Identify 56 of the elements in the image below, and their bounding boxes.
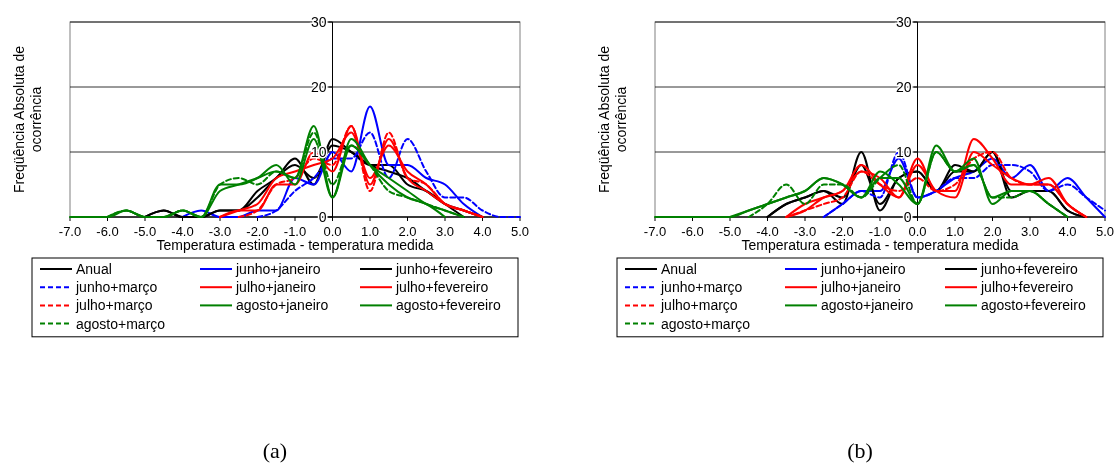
- x-tick-label: 5.0: [510, 224, 530, 239]
- text: (b): [847, 438, 873, 463]
- x-tick-label: -1.0: [283, 224, 307, 239]
- x-tick-label: -1.0: [868, 224, 892, 239]
- legend-label: junho+janeiro: [235, 260, 321, 277]
- legend-label: agosto+março: [661, 315, 751, 332]
- legend-label: junho+março: [660, 279, 743, 296]
- legend-label: julho+fevereiro: [395, 279, 489, 296]
- y-axis-title: Freqüência Absoluta de ocorrência: [11, 45, 44, 194]
- legend-label: agosto+fevereiro: [396, 297, 501, 314]
- x-tick-label: 2.0: [398, 224, 417, 239]
- x-tick-label: -7.0: [58, 224, 82, 239]
- x-tick-label: -2.0: [831, 224, 854, 239]
- y-tick-label: 10: [895, 143, 912, 160]
- x-tick-label: -3.0: [793, 224, 817, 239]
- x-tick-label: 1.0: [360, 224, 380, 239]
- x-tick-label: 0.0: [323, 224, 342, 239]
- x-tick-label: 2.0: [983, 224, 1002, 239]
- legend-label: julho+março: [75, 297, 153, 314]
- legend-label: agosto+março: [76, 315, 166, 332]
- legend-label: junho+março: [75, 279, 158, 296]
- y-tick-label: 10: [310, 143, 327, 160]
- legend-label: Anual: [76, 260, 112, 277]
- legend-label: junho+janeiro: [820, 260, 906, 277]
- legend-label: agosto+janeiro: [821, 297, 914, 314]
- x-tick-label: -6.0: [681, 224, 704, 239]
- legend-label: Anual: [661, 260, 697, 277]
- x-tick-label: 0.0: [908, 224, 927, 239]
- x-tick-label: -6.0: [96, 224, 119, 239]
- legend-label: agosto+fevereiro: [981, 297, 1086, 314]
- x-tick-label: -2.0: [246, 224, 269, 239]
- x-tick-label: 3.0: [435, 224, 455, 239]
- x-tick-label: -4.0: [756, 224, 779, 239]
- x-tick-label: -5.0: [133, 224, 157, 239]
- legend-label: agosto+janeiro: [236, 297, 329, 314]
- y-tick-label: 20: [895, 78, 912, 95]
- x-tick-label: 1.0: [945, 224, 965, 239]
- legend-label: julho+março: [660, 297, 738, 314]
- x-tick-label: -5.0: [718, 224, 742, 239]
- x-tick-label: -4.0: [171, 224, 194, 239]
- x-tick-label: 5.0: [1095, 224, 1115, 239]
- x-tick-label: 3.0: [1020, 224, 1040, 239]
- legend-label: junho+fevereiro: [395, 260, 494, 277]
- x-tick-label: 4.0: [473, 224, 492, 239]
- x-tick-label: 4.0: [1058, 224, 1077, 239]
- x-tick-label: -7.0: [643, 224, 667, 239]
- legend-label: julho+janeiro: [235, 279, 316, 296]
- legend-label: junho+fevereiro: [980, 260, 1079, 277]
- x-axis-title: Temperatura estimada - temperatura medida: [156, 237, 434, 253]
- legend-label: julho+janeiro: [820, 279, 901, 296]
- x-tick-label: -3.0: [208, 224, 232, 239]
- legend-label: julho+fevereiro: [980, 279, 1074, 296]
- x-axis-title: Temperatura estimada - temperatura medida: [741, 237, 1019, 253]
- y-axis-title: Freqüência Absoluta de ocorrência: [596, 45, 629, 194]
- y-tick-label: 20: [310, 78, 327, 95]
- text: (a): [262, 438, 288, 463]
